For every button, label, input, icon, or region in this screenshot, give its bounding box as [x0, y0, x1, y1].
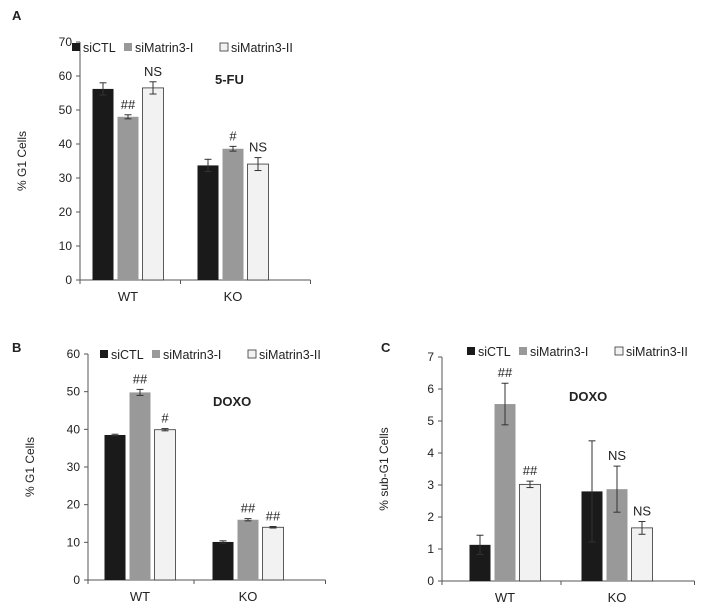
panel-letter: C [381, 340, 391, 355]
y-tick-label: 4 [427, 446, 434, 460]
y-axis-title: % sub-G1 Cells [377, 427, 391, 510]
bar [104, 434, 126, 580]
significance-annotation: # [161, 411, 169, 426]
y-tick-label: 60 [67, 347, 81, 361]
panel-letter: B [12, 340, 21, 355]
condition-label: 5-FU [215, 72, 244, 87]
bar [117, 116, 139, 280]
legend-entry: siCTL [83, 41, 116, 55]
condition-label: DOXO [569, 389, 607, 404]
panel-letter: A [12, 8, 22, 23]
bar [247, 163, 269, 281]
significance-annotation: ## [121, 97, 136, 112]
y-tick-label: 40 [59, 137, 73, 151]
legend-swatch [100, 350, 108, 358]
legend-swatch [219, 42, 229, 52]
y-tick-label: 0 [427, 574, 434, 588]
y-tick-label: 0 [73, 573, 80, 587]
y-tick-label: 20 [59, 205, 73, 219]
legend-swatch [152, 350, 160, 358]
y-tick-label: 5 [427, 414, 434, 428]
legend-entry: siMatrin3-II [259, 348, 321, 362]
y-axis-title: % G1 Cells [15, 131, 29, 191]
y-tick-label: 2 [427, 510, 434, 524]
legend-swatch [72, 43, 80, 51]
y-tick-label: 70 [59, 35, 73, 49]
bar [494, 404, 516, 581]
bar [519, 483, 541, 582]
legend-swatch [614, 346, 624, 356]
significance-annotation: NS [144, 64, 162, 79]
bar [237, 519, 259, 580]
legend-swatch [519, 347, 527, 355]
y-tick-label: 1 [427, 542, 434, 556]
bar [212, 541, 234, 580]
significance-annotation: ## [523, 463, 538, 478]
bar [154, 429, 176, 581]
significance-annotation: NS [633, 503, 651, 518]
y-tick-label: 40 [67, 422, 81, 436]
significance-annotation: # [229, 128, 237, 143]
y-tick-label: 3 [427, 478, 434, 492]
significance-annotation: ## [498, 365, 513, 380]
condition-label: DOXO [213, 394, 251, 409]
bar [92, 88, 114, 280]
y-tick-label: 50 [67, 385, 81, 399]
significance-annotation: NS [608, 448, 626, 463]
y-tick-label: 30 [59, 171, 73, 185]
bar [129, 392, 151, 580]
bar [197, 165, 219, 280]
x-category-label: KO [224, 289, 243, 304]
bar [631, 527, 653, 582]
bar [262, 526, 284, 581]
legend-entry: siMatrin3-I [163, 348, 221, 362]
bar [222, 148, 244, 280]
y-tick-label: 20 [67, 498, 81, 512]
y-tick-label: 10 [67, 535, 81, 549]
y-tick-label: 30 [67, 460, 81, 474]
significance-annotation: ## [241, 501, 256, 516]
chart-panel-a: A 0 10 20 30 40 50 60 70 % G1 Cells WT KO ## NS # NS siC… [12, 8, 311, 304]
legend-swatch [467, 347, 475, 355]
y-tick-label: 50 [59, 103, 73, 117]
legend-entry: siMatrin3-II [626, 345, 688, 359]
legend-swatch [124, 43, 132, 51]
x-category-label: WT [130, 589, 150, 604]
bar [606, 489, 628, 581]
legend-swatch [247, 349, 257, 359]
legend-entry: siCTL [478, 345, 511, 359]
legend-entry: siMatrin3-I [135, 41, 193, 55]
x-category-label: KO [608, 590, 627, 605]
y-tick-label: 7 [427, 350, 434, 364]
significance-annotation: ## [266, 509, 281, 524]
y-tick-label: 60 [59, 69, 73, 83]
y-tick-label: 6 [427, 382, 434, 396]
significance-annotation: NS [249, 140, 267, 155]
y-tick-label: 0 [65, 273, 72, 287]
x-category-label: WT [495, 590, 515, 605]
x-category-label: WT [118, 289, 138, 304]
significance-annotation: ## [133, 371, 148, 386]
y-axis-title: % G1 Cells [23, 437, 37, 497]
legend-entry: siMatrin3-II [231, 41, 293, 55]
bar [469, 544, 491, 581]
legend-entry: siCTL [111, 348, 144, 362]
legend-entry: siMatrin3-I [530, 345, 588, 359]
x-category-label: KO [239, 589, 258, 604]
chart-panel-c: C 0 1 2 3 4 5 6 7 % sub-G1 Cells WT KO ## ## NS NS siCTL… [377, 340, 695, 605]
bar [142, 87, 164, 281]
y-tick-label: 10 [59, 239, 73, 253]
